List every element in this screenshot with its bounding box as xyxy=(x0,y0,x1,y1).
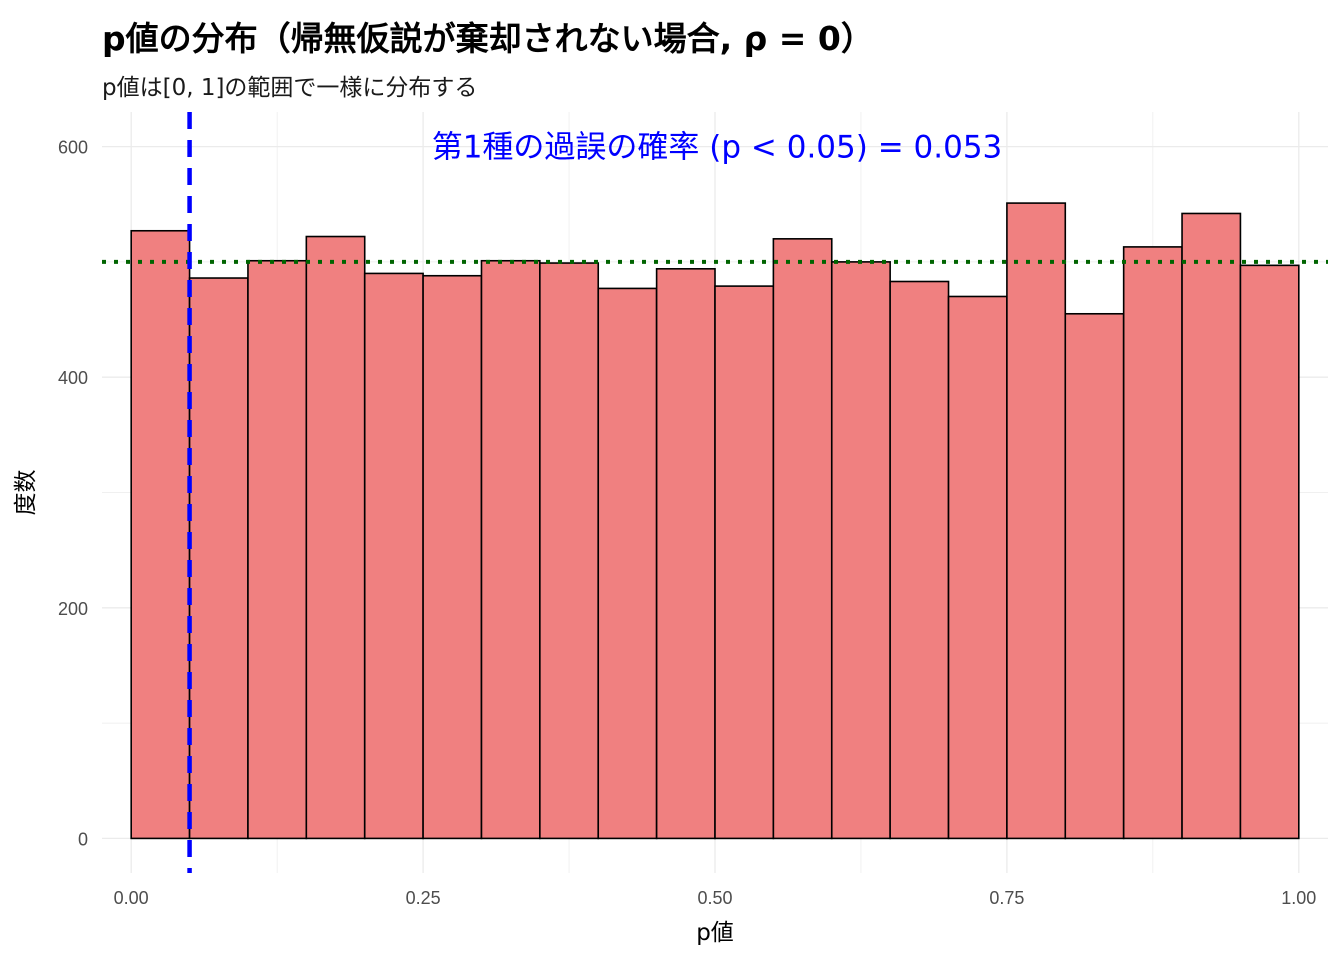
x-tick-label: 0.50 xyxy=(697,888,732,908)
bars xyxy=(130,202,1300,840)
y-tick-label: 200 xyxy=(58,599,88,619)
histogram-bar xyxy=(1064,312,1125,840)
type1-error-annotation: 第1種の過誤の確率 (p < 0.05) = 0.053 xyxy=(432,130,1003,166)
histogram-bar xyxy=(597,287,658,840)
y-tick-label: 0 xyxy=(78,829,88,849)
y-axis-title: 度数 xyxy=(13,470,39,516)
x-tick-label: 0.00 xyxy=(114,888,149,908)
tick-labels: 0 200 400 600 0.00 0.25 0.50 0.75 1.00 xyxy=(58,138,1316,908)
x-axis-title: p値 xyxy=(696,920,734,946)
x-tick-label: 0.25 xyxy=(406,888,441,908)
chart-title: p値の分布（帰無仮説が棄却されない場合, ρ = 0） xyxy=(102,19,874,58)
x-tick-label: 1.00 xyxy=(1281,888,1316,908)
reference-lines xyxy=(102,112,1328,873)
histogram-bar xyxy=(188,277,249,840)
histogram-bar xyxy=(539,262,600,840)
histogram-bar xyxy=(1006,202,1067,840)
histogram-bar xyxy=(830,261,891,840)
histogram-bar xyxy=(247,259,308,840)
histogram-bar xyxy=(1239,264,1300,840)
histogram-bar xyxy=(947,295,1008,840)
histogram-bar xyxy=(363,272,424,840)
histogram-bar xyxy=(480,259,541,840)
histogram-bar xyxy=(422,274,483,840)
histogram-bar xyxy=(655,268,716,840)
histogram-bar xyxy=(1122,246,1183,840)
y-tick-label: 400 xyxy=(58,368,88,388)
histogram-bar xyxy=(130,229,191,840)
histogram-bar xyxy=(1181,212,1242,840)
histogram-bar xyxy=(714,285,775,840)
histogram-bar xyxy=(889,280,950,840)
x-tick-label: 0.75 xyxy=(989,888,1024,908)
histogram-bar xyxy=(772,238,833,840)
histogram-bar xyxy=(305,235,366,840)
chart-subtitle: p値は[0, 1]の範囲で一様に分布する xyxy=(102,75,478,101)
y-tick-label: 600 xyxy=(58,138,88,158)
